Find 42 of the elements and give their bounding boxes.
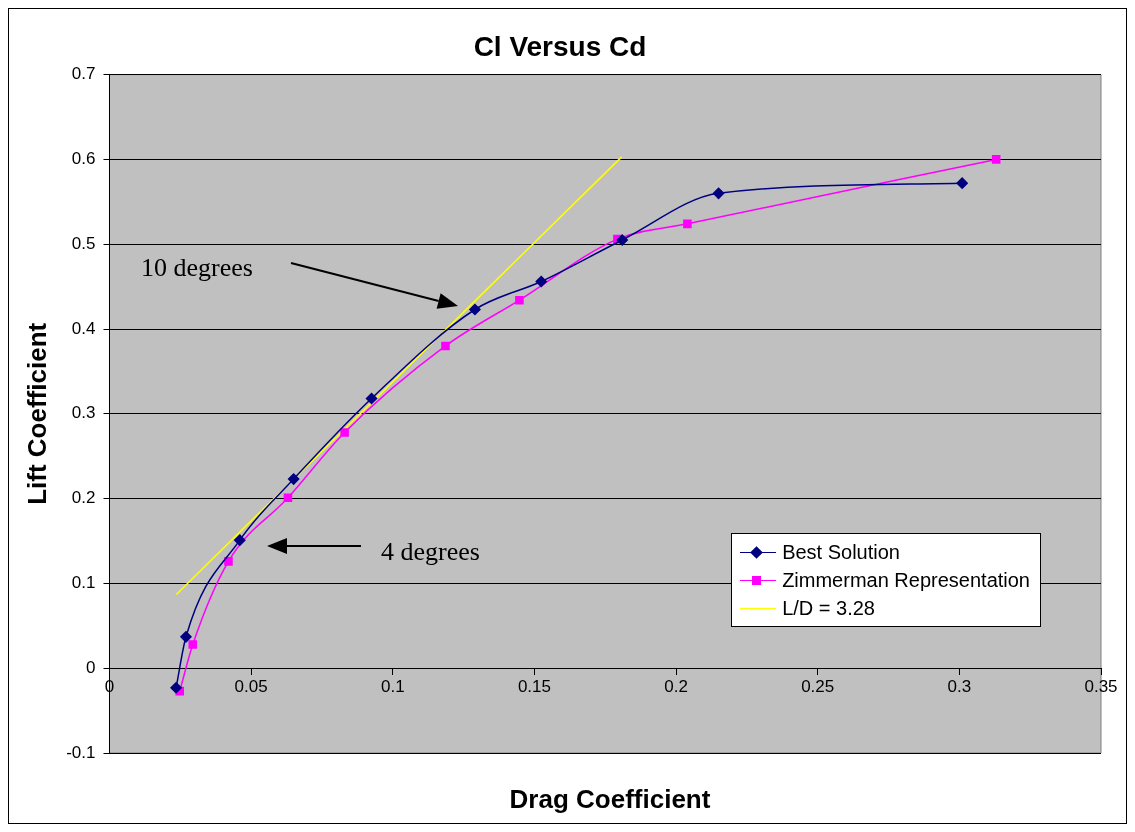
- annotation: 10 degrees: [141, 253, 253, 283]
- y-tick-label: 0.3: [71, 403, 96, 423]
- y-tick-label: 0.6: [71, 149, 96, 169]
- x-tick-label: 0.05: [234, 677, 268, 697]
- y-axis-title: Lift Coefficient: [21, 322, 52, 505]
- point: [991, 155, 1001, 164]
- y-tick-label: 0.5: [71, 233, 96, 253]
- point: [365, 392, 378, 405]
- legend-label: L/D = 3.28: [782, 596, 875, 620]
- x-tick-label: 0.3: [947, 677, 972, 697]
- point: [535, 275, 547, 288]
- y-tick-label: 0.2: [71, 488, 96, 508]
- x-tick-label: 0.15: [517, 677, 551, 697]
- legend-label: Best Solution: [782, 540, 900, 564]
- y-tick-label: 0: [86, 657, 96, 677]
- point: [469, 303, 481, 316]
- point: [188, 640, 198, 649]
- x-tick-label: 0.35: [1084, 677, 1118, 697]
- legend-label: Zimmerman Representation: [782, 568, 1030, 592]
- y-tick-label: -0.1: [66, 742, 96, 762]
- x-tick-label: 0.1: [380, 677, 405, 697]
- x-tick-label: 0.2: [664, 677, 688, 697]
- point: [441, 341, 450, 351]
- point: [712, 187, 725, 200]
- chart-title: Cl Versus Cd: [473, 30, 647, 62]
- point: [180, 631, 192, 643]
- point: [224, 557, 233, 566]
- point: [956, 177, 968, 189]
- y-tick-label: 0.7: [71, 64, 96, 84]
- point: [515, 295, 524, 305]
- point: [340, 428, 349, 437]
- point: [287, 473, 300, 485]
- x-axis-title: Drag Coefficient: [508, 784, 712, 815]
- point: [283, 493, 293, 503]
- point: [170, 681, 182, 694]
- y-tick-label: 0.1: [71, 573, 96, 593]
- point: [616, 234, 628, 246]
- point: [234, 534, 246, 546]
- point: [683, 219, 692, 229]
- x-tick-label: 0.25: [801, 677, 835, 697]
- y-tick-label: 0.4: [71, 318, 96, 338]
- annotation: 4 degrees: [381, 537, 480, 567]
